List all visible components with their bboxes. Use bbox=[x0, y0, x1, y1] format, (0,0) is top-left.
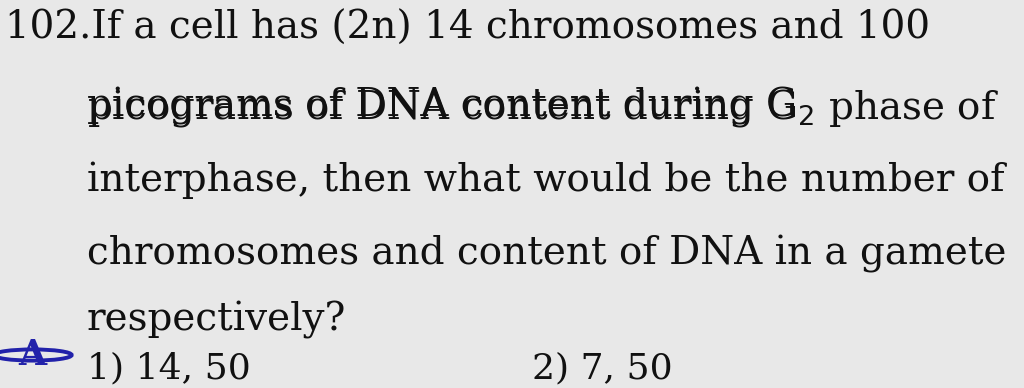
Text: A: A bbox=[18, 338, 47, 372]
Text: 102.If a cell has (2n) 14 chromosomes and 100: 102.If a cell has (2n) 14 chromosomes an… bbox=[5, 10, 930, 47]
Text: chromosomes and content of DNA in a gamete: chromosomes and content of DNA in a game… bbox=[87, 235, 1007, 273]
Text: picograms of DNA content during G: picograms of DNA content during G bbox=[87, 87, 797, 125]
Text: interphase, then what would be the number of: interphase, then what would be the numbe… bbox=[87, 161, 1005, 199]
Text: 1) 14, 50: 1) 14, 50 bbox=[87, 351, 251, 385]
Text: 2) 7, 50: 2) 7, 50 bbox=[532, 351, 673, 385]
Text: picograms of DNA content during G$_2$ phase of: picograms of DNA content during G$_2$ ph… bbox=[87, 87, 998, 129]
Text: respectively?: respectively? bbox=[87, 301, 346, 339]
